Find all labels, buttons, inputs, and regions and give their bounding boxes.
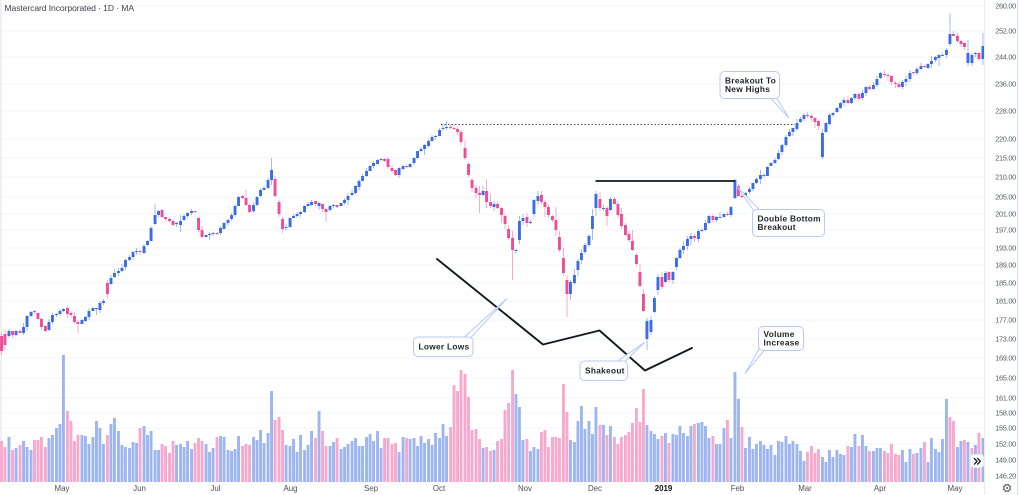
svg-text:Volume: Volume — [764, 329, 795, 339]
svg-text:Breakout To: Breakout To — [725, 76, 776, 86]
svg-text:177.00: 177.00 — [995, 316, 1016, 325]
svg-text:Mastercard Incorporated · 1D ·: Mastercard Incorporated · 1D · MA — [5, 3, 135, 13]
svg-text:158.00: 158.00 — [995, 409, 1016, 418]
svg-text:Increase: Increase — [764, 338, 800, 348]
svg-text:Feb: Feb — [731, 484, 745, 493]
svg-text:Shakeout: Shakeout — [585, 366, 625, 376]
svg-text:173.00: 173.00 — [995, 335, 1016, 344]
svg-text:236.00: 236.00 — [995, 80, 1016, 89]
svg-text:181.00: 181.00 — [995, 297, 1016, 306]
svg-text:149.00: 149.00 — [995, 456, 1016, 465]
svg-text:215.00: 215.00 — [995, 154, 1016, 163]
svg-text:Double Bottom: Double Bottom — [758, 214, 821, 224]
svg-text:165.00: 165.00 — [995, 374, 1016, 383]
svg-text:252.00: 252.00 — [995, 27, 1016, 36]
svg-text:220.00: 220.00 — [995, 135, 1016, 144]
svg-text:Lower Lows: Lower Lows — [419, 342, 470, 352]
svg-text:146.20: 146.20 — [995, 472, 1016, 481]
svg-text:155.00: 155.00 — [995, 424, 1016, 433]
svg-text:Dec: Dec — [588, 484, 602, 493]
svg-text:228.00: 228.00 — [995, 107, 1016, 116]
svg-text:201.00: 201.00 — [995, 210, 1016, 219]
svg-text:Mar: Mar — [798, 484, 812, 493]
svg-text:161.00: 161.00 — [995, 394, 1016, 403]
svg-text:185.00: 185.00 — [995, 279, 1016, 288]
svg-text:210.00: 210.00 — [995, 173, 1016, 182]
svg-text:152.00: 152.00 — [995, 440, 1016, 449]
svg-text:Jun: Jun — [133, 484, 146, 493]
svg-text:169.00: 169.00 — [995, 354, 1016, 363]
svg-text:189.00: 189.00 — [995, 261, 1016, 270]
svg-text:193.00: 193.00 — [995, 244, 1016, 253]
svg-text:Aug: Aug — [283, 484, 297, 493]
svg-text:244.00: 244.00 — [995, 53, 1016, 62]
svg-text:May: May — [948, 484, 963, 493]
svg-text:Apr: Apr — [874, 484, 887, 493]
svg-text:Sep: Sep — [364, 484, 379, 493]
svg-text:205.00: 205.00 — [995, 193, 1016, 202]
svg-text:Nov: Nov — [518, 484, 532, 493]
svg-text:Jul: Jul — [210, 484, 220, 493]
svg-text:197.00: 197.00 — [995, 226, 1016, 235]
svg-text:Oct: Oct — [433, 484, 446, 493]
svg-text:2019: 2019 — [655, 484, 673, 493]
svg-text:260.00: 260.00 — [995, 2, 1016, 11]
svg-text:Breakout: Breakout — [758, 222, 796, 232]
svg-text:May: May — [55, 484, 70, 493]
svg-text:New Highs: New Highs — [725, 84, 770, 94]
